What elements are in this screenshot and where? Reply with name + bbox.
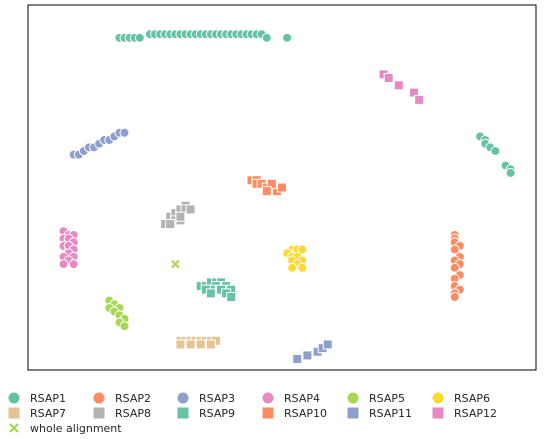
legend-entry-rsap1: RSAP1 [8,392,66,405]
point-rsap8-9 [165,219,176,229]
legend-entry-rsap7: RSAP7 [8,407,66,420]
point-rsap2-4 [449,244,460,255]
legend-entry-rsap12: RSAP12 [432,407,497,420]
legend-entry-rsap10: RSAP10 [262,407,327,420]
point-rsap9-13 [205,288,216,299]
points-layer [58,29,516,365]
series-rsap6 [282,244,308,273]
legend-label-rsap8: RSAP8 [115,407,151,420]
point-rsap12-1 [383,73,394,83]
point-rsap10-7 [277,182,287,193]
point-rsap10-8 [266,178,277,189]
legend-entry-rsap3: RSAP3 [177,392,235,405]
legend-marker-rsap4 [262,392,274,404]
point-rsap4-14 [68,259,79,270]
point-rsap12-3 [409,87,420,98]
point-rsap1-29 [282,32,293,43]
point-rsap6-2 [297,244,308,255]
legend-label-rsap6: RSAP6 [454,392,490,405]
legend-label-rsap4: RSAP4 [284,392,320,405]
legend-entry-rsap8: RSAP8 [93,407,151,420]
legend-marker-rsap9 [177,407,189,419]
legend-entry-rsap9: RSAP9 [177,407,235,420]
point-rsap6-10 [297,262,308,273]
series-rsap10 [246,175,287,197]
point-rsap8-11 [185,204,196,215]
point-rsap7-8 [175,339,186,350]
point-rsap11-4 [322,339,333,350]
legend-entry-rsap11: RSAP11 [347,407,412,420]
point-rsap4-13 [58,259,69,270]
point-rsap11-0 [292,354,303,365]
legend-label-whole-alignment: whole alignment [30,422,122,435]
point-rsap11-1 [302,350,313,361]
legend-marker-rsap5 [347,392,359,404]
legend-marker-rsap6 [432,392,444,404]
legend-entry-rsap5: RSAP5 [347,392,405,405]
series-rsap8 [160,200,196,229]
series-whole-alignment [171,259,180,269]
legend-marker-rsap3 [177,392,189,404]
series-rsap7 [175,335,221,350]
legend: RSAP1 RSAP2 RSAP3 RSAP4 RSAP5 RSAP6 RSAP7 RSAP8… [8,392,497,435]
series-rsap12 [378,69,425,105]
point-rsap2-8 [449,262,460,273]
legend-entry-whole-alignment: whole alignment [9,422,122,435]
point-rsap1-4 [134,32,145,43]
point-rsap7-11 [205,339,216,350]
legend-label-rsap10: RSAP10 [284,407,327,420]
series-rsap11 [292,339,333,365]
series-rsap3 [68,127,130,160]
legend-marker-rsap11 [347,407,359,419]
series-rsap5 [104,295,130,332]
series-rsap1 [114,29,516,178]
legend-marker-rsap7 [8,407,20,419]
point-rsap10-9 [261,186,272,197]
legend-marker-rsap10 [262,407,274,419]
point-rsap7-9 [185,339,196,350]
legend-label-rsap5: RSAP5 [369,392,405,405]
legend-marker-rsap2 [93,392,105,404]
legend-label-rsap2: RSAP2 [115,392,151,405]
series-rsap2 [449,229,465,302]
point-rsap7-10 [195,339,206,350]
point-rsap12-2 [393,80,404,91]
point-rsap1-37 [505,167,516,178]
point-rsap2-14 [449,292,460,302]
point-rsap12-4 [414,94,425,105]
legend-label-rsap9: RSAP9 [199,407,235,420]
point-rsap5-8 [119,321,130,332]
point-rsap9-12 [226,292,237,302]
legend-label-rsap7: RSAP7 [30,407,66,420]
legend-marker-whole-alignment [9,423,19,433]
legend-entry-rsap2: RSAP2 [93,392,151,405]
point-rsap8-10 [175,211,186,222]
point-rsap6-9 [287,262,298,273]
point-rsap1-34 [490,146,501,156]
legend-marker-rsap1 [8,392,20,404]
point-whole-alignment-0 [171,259,180,269]
legend-label-rsap1: RSAP1 [30,392,66,405]
legend-label-rsap3: RSAP3 [199,392,235,405]
series-rsap4 [58,226,79,270]
legend-entry-rsap6: RSAP6 [432,392,490,405]
point-rsap3-10 [119,127,130,138]
legend-marker-rsap12 [432,407,444,419]
legend-label-rsap11: RSAP11 [369,407,412,420]
legend-label-rsap12: RSAP12 [454,407,497,420]
legend-entry-rsap4: RSAP4 [262,392,320,405]
point-rsap1-28 [261,32,272,43]
series-rsap9 [195,277,237,302]
legend-marker-rsap8 [93,407,105,419]
